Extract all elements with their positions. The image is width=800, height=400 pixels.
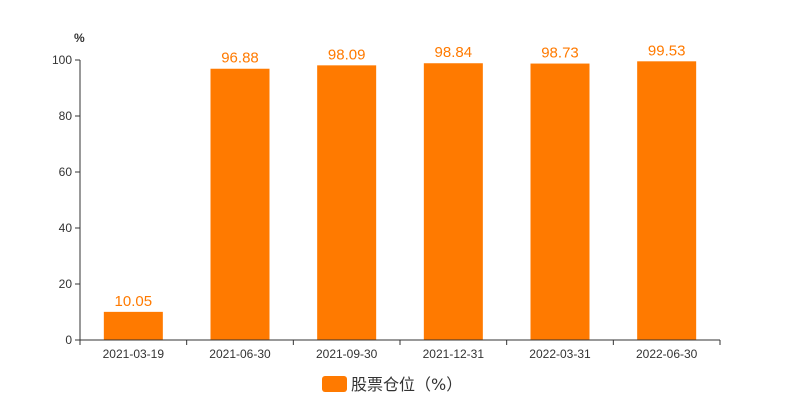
y-tick-label: 0 (65, 333, 72, 347)
y-tick-label: 40 (59, 221, 73, 235)
x-tick-label: 2022-06-30 (636, 347, 698, 361)
y-tick-label: 60 (59, 165, 73, 179)
legend[interactable]: 股票仓位（%） (322, 375, 462, 394)
x-tick-label: 2021-12-31 (423, 347, 485, 361)
bar (423, 63, 483, 341)
data-labels-group: 10.05 96.88 98.09 98.84 98.73 99.53 (115, 42, 686, 310)
bar (637, 61, 697, 340)
x-tick-label: 2021-09-30 (316, 347, 378, 361)
bar (317, 65, 377, 341)
bar-value-label: 98.84 (435, 44, 473, 61)
x-axis-ticks: 2021-03-19 2021-06-30 2021-09-30 2021-12-31… (79, 340, 721, 361)
bar-value-label: 99.53 (648, 42, 686, 59)
y-tick-label: 100 (52, 53, 72, 67)
bar (103, 311, 163, 340)
y-axis-ticks: 0 20 40 60 80 100 (52, 53, 80, 347)
x-tick-label: 2022-03-31 (529, 347, 591, 361)
legend-swatch (322, 376, 347, 392)
legend-label: 股票仓位（%） (351, 375, 462, 394)
y-axis-unit-label: % (74, 31, 85, 45)
bar (210, 68, 270, 341)
bar (530, 63, 590, 340)
y-tick-label: 20 (59, 277, 73, 291)
bar-value-label: 98.73 (541, 45, 579, 62)
x-tick-label: 2021-06-30 (209, 347, 271, 361)
bars-group (103, 61, 697, 341)
x-tick-label: 2021-03-19 (103, 347, 165, 361)
bar-value-label: 96.88 (221, 50, 259, 67)
y-tick-label: 80 (59, 109, 73, 123)
bar-value-label: 98.09 (328, 46, 366, 63)
bar-value-label: 10.05 (115, 293, 153, 310)
